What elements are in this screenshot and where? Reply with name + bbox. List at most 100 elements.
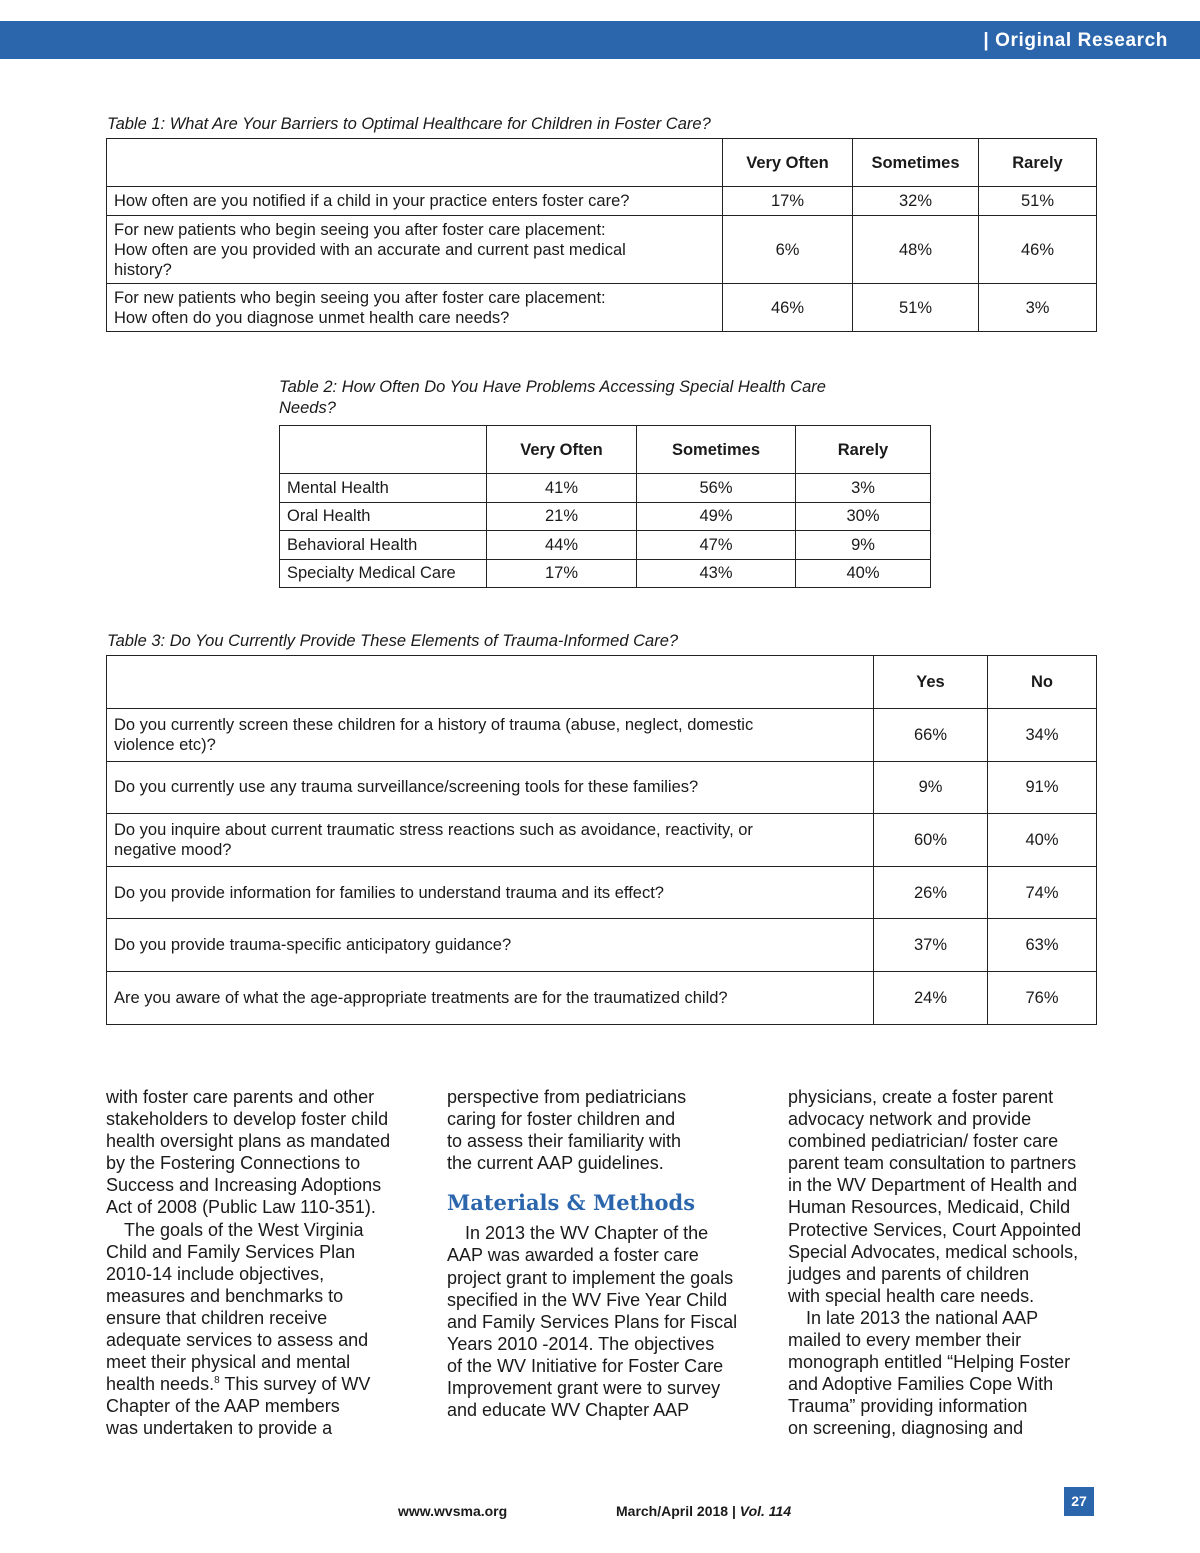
row-label-line: violence etc)?: [114, 735, 216, 754]
header-band: | Original Research: [0, 21, 1200, 59]
caption-line: Needs?: [279, 399, 336, 417]
table-row: Do you currently screen these children f…: [106, 708, 1097, 762]
cell-value: 34%: [987, 708, 1097, 762]
row-label: For new patients who begin seeing you af…: [106, 215, 723, 284]
column-header: [106, 138, 723, 187]
text-line: and educate WV Chapter AAP: [447, 1400, 690, 1421]
row-label: Do you currently use any trauma surveill…: [106, 760, 874, 815]
row-label: How often are you notified if a child in…: [106, 186, 723, 216]
text-line: stakeholders to develop foster child: [106, 1109, 389, 1130]
text-line: Human Resources, Medicaid, Child: [788, 1197, 1071, 1218]
text-line: Success and Increasing Adoptions: [106, 1175, 382, 1196]
text-line: with foster care parents and other: [106, 1087, 375, 1107]
cell-value: 40%: [795, 558, 931, 588]
cell-value: 3%: [978, 283, 1097, 332]
column-header: Very Often: [486, 425, 637, 474]
text-line: health needs.8 This survey of WV: [106, 1374, 371, 1395]
text-line: parent team consultation to partners: [788, 1153, 1077, 1174]
row-label: Specialty Medical Care: [279, 558, 487, 588]
row-label: Do you provide information for families …: [106, 865, 874, 920]
table-row: Do you provide trauma-specific anticipat…: [106, 918, 1097, 972]
table-row: Behavioral Health 44% 47% 9%: [279, 530, 931, 560]
text-line: specified in the WV Five Year Child: [447, 1289, 728, 1310]
cell-value: 9%: [873, 760, 988, 815]
cell-value: 6%: [722, 215, 853, 284]
cell-value: 48%: [852, 215, 979, 284]
column-header: Sometimes: [852, 138, 979, 187]
text-line: with special health care needs.: [788, 1285, 1035, 1306]
text-line: and Family Services Plans for Fiscal: [447, 1311, 738, 1332]
header-row: Very Often Sometimes Rarely: [106, 138, 1097, 187]
column-header: [106, 655, 874, 709]
cell-value: 32%: [852, 186, 979, 216]
body-column-2: perspective from pediatricians caring for…: [447, 1086, 737, 1421]
text-line: project grant to implement the goals: [447, 1267, 734, 1288]
table-row: Do you provide information for families …: [106, 865, 1097, 920]
row-label-line: Are you aware of what the age-appropriat…: [114, 988, 728, 1007]
cell-value: 24%: [873, 970, 988, 1025]
row-label-line: Do you provide information for families …: [114, 883, 664, 902]
text-line: in the WV Department of Health and: [788, 1175, 1078, 1196]
text-line: health oversight plans as mandated: [106, 1131, 391, 1152]
cell-value: 3%: [795, 473, 931, 503]
table-row: For new patients who begin seeing you af…: [106, 283, 1097, 332]
cell-value: 26%: [873, 865, 988, 920]
column-header: Sometimes: [636, 425, 796, 474]
text-line: meet their physical and mental: [106, 1352, 351, 1373]
cell-value: 74%: [987, 865, 1097, 920]
cell-value: 46%: [978, 215, 1097, 284]
text-line: on screening, diagnosing and: [788, 1418, 1024, 1439]
row-label-line: How often are you provided with an accur…: [114, 240, 626, 259]
section-heading: Materials & Methods: [447, 1190, 696, 1216]
cell-value: 17%: [722, 186, 853, 216]
text-line: the current AAP guidelines.: [447, 1153, 664, 1174]
cell-value: 9%: [795, 530, 931, 560]
cell-value: 66%: [873, 708, 988, 762]
row-label-line: Do you currently screen these children f…: [114, 715, 754, 734]
text-line: The goals of the West Virginia: [124, 1219, 364, 1240]
row-label-line: For new patients who begin seeing you af…: [114, 288, 606, 307]
text-line: combined pediatrician/ foster care: [788, 1131, 1059, 1152]
cell-value: 76%: [987, 970, 1097, 1025]
text-line: physicians, create a foster parent: [788, 1087, 1054, 1107]
text-line: In late 2013 the national AAP: [806, 1307, 1039, 1328]
text-line: Years 2010 -2014. The objectives: [447, 1333, 715, 1354]
header-row: Very Often Sometimes Rarely: [279, 425, 931, 474]
column-header: Rarely: [795, 425, 931, 474]
table-row: Are you aware of what the age-appropriat…: [106, 970, 1097, 1025]
cell-value: 49%: [636, 501, 796, 531]
row-label-line: Do you inquire about current traumatic s…: [114, 820, 753, 839]
text-line: In 2013 the WV Chapter of the: [465, 1223, 709, 1244]
column-header: [279, 425, 487, 474]
text-line: to assess their familiarity with: [447, 1131, 682, 1152]
cell-value: 91%: [987, 760, 1097, 815]
cell-value: 37%: [873, 918, 988, 972]
footer-issue: March/April 2018 | Vol. 114: [616, 1503, 792, 1519]
text-line: Improvement grant were to survey: [447, 1378, 721, 1399]
caption-line: Table 2: How Often Do You Have Problems …: [279, 378, 826, 396]
table-row: Oral Health 21% 49% 30%: [279, 501, 931, 531]
row-label: Mental Health: [279, 473, 487, 503]
row-label-line: How often are you notified if a child in…: [114, 192, 630, 210]
text-line: was undertaken to provide a: [106, 1418, 333, 1439]
text-line: Child and Family Services Plan: [106, 1241, 356, 1262]
table-row: How often are you notified if a child in…: [106, 186, 1097, 216]
row-label-line: Do you provide trauma-specific anticipat…: [114, 936, 512, 955]
row-label: For new patients who begin seeing you af…: [106, 283, 723, 332]
text-line: by the Fostering Connections to: [106, 1153, 361, 1174]
cell-value: 43%: [636, 558, 796, 588]
cell-value: 44%: [486, 530, 637, 560]
footer-site: www.wvsma.org: [398, 1503, 508, 1519]
text-line: AAP was awarded a foster care: [447, 1245, 699, 1266]
text-line: Protective Services, Court Appointed: [788, 1219, 1082, 1240]
cell-value: 46%: [722, 283, 853, 332]
text-line: judges and parents of children: [788, 1263, 1030, 1284]
text-line: adequate services to assess and: [106, 1330, 369, 1351]
column-header: Very Often: [722, 138, 853, 187]
text-line: and Adoptive Families Cope With: [788, 1374, 1054, 1395]
text-line: mailed to every member their: [788, 1330, 1022, 1351]
row-label-line: How often do you diagnose unmet health c…: [114, 308, 510, 327]
table-row: Mental Health 41% 56% 3%: [279, 473, 931, 503]
table-row: Do you currently use any trauma surveill…: [106, 760, 1097, 815]
